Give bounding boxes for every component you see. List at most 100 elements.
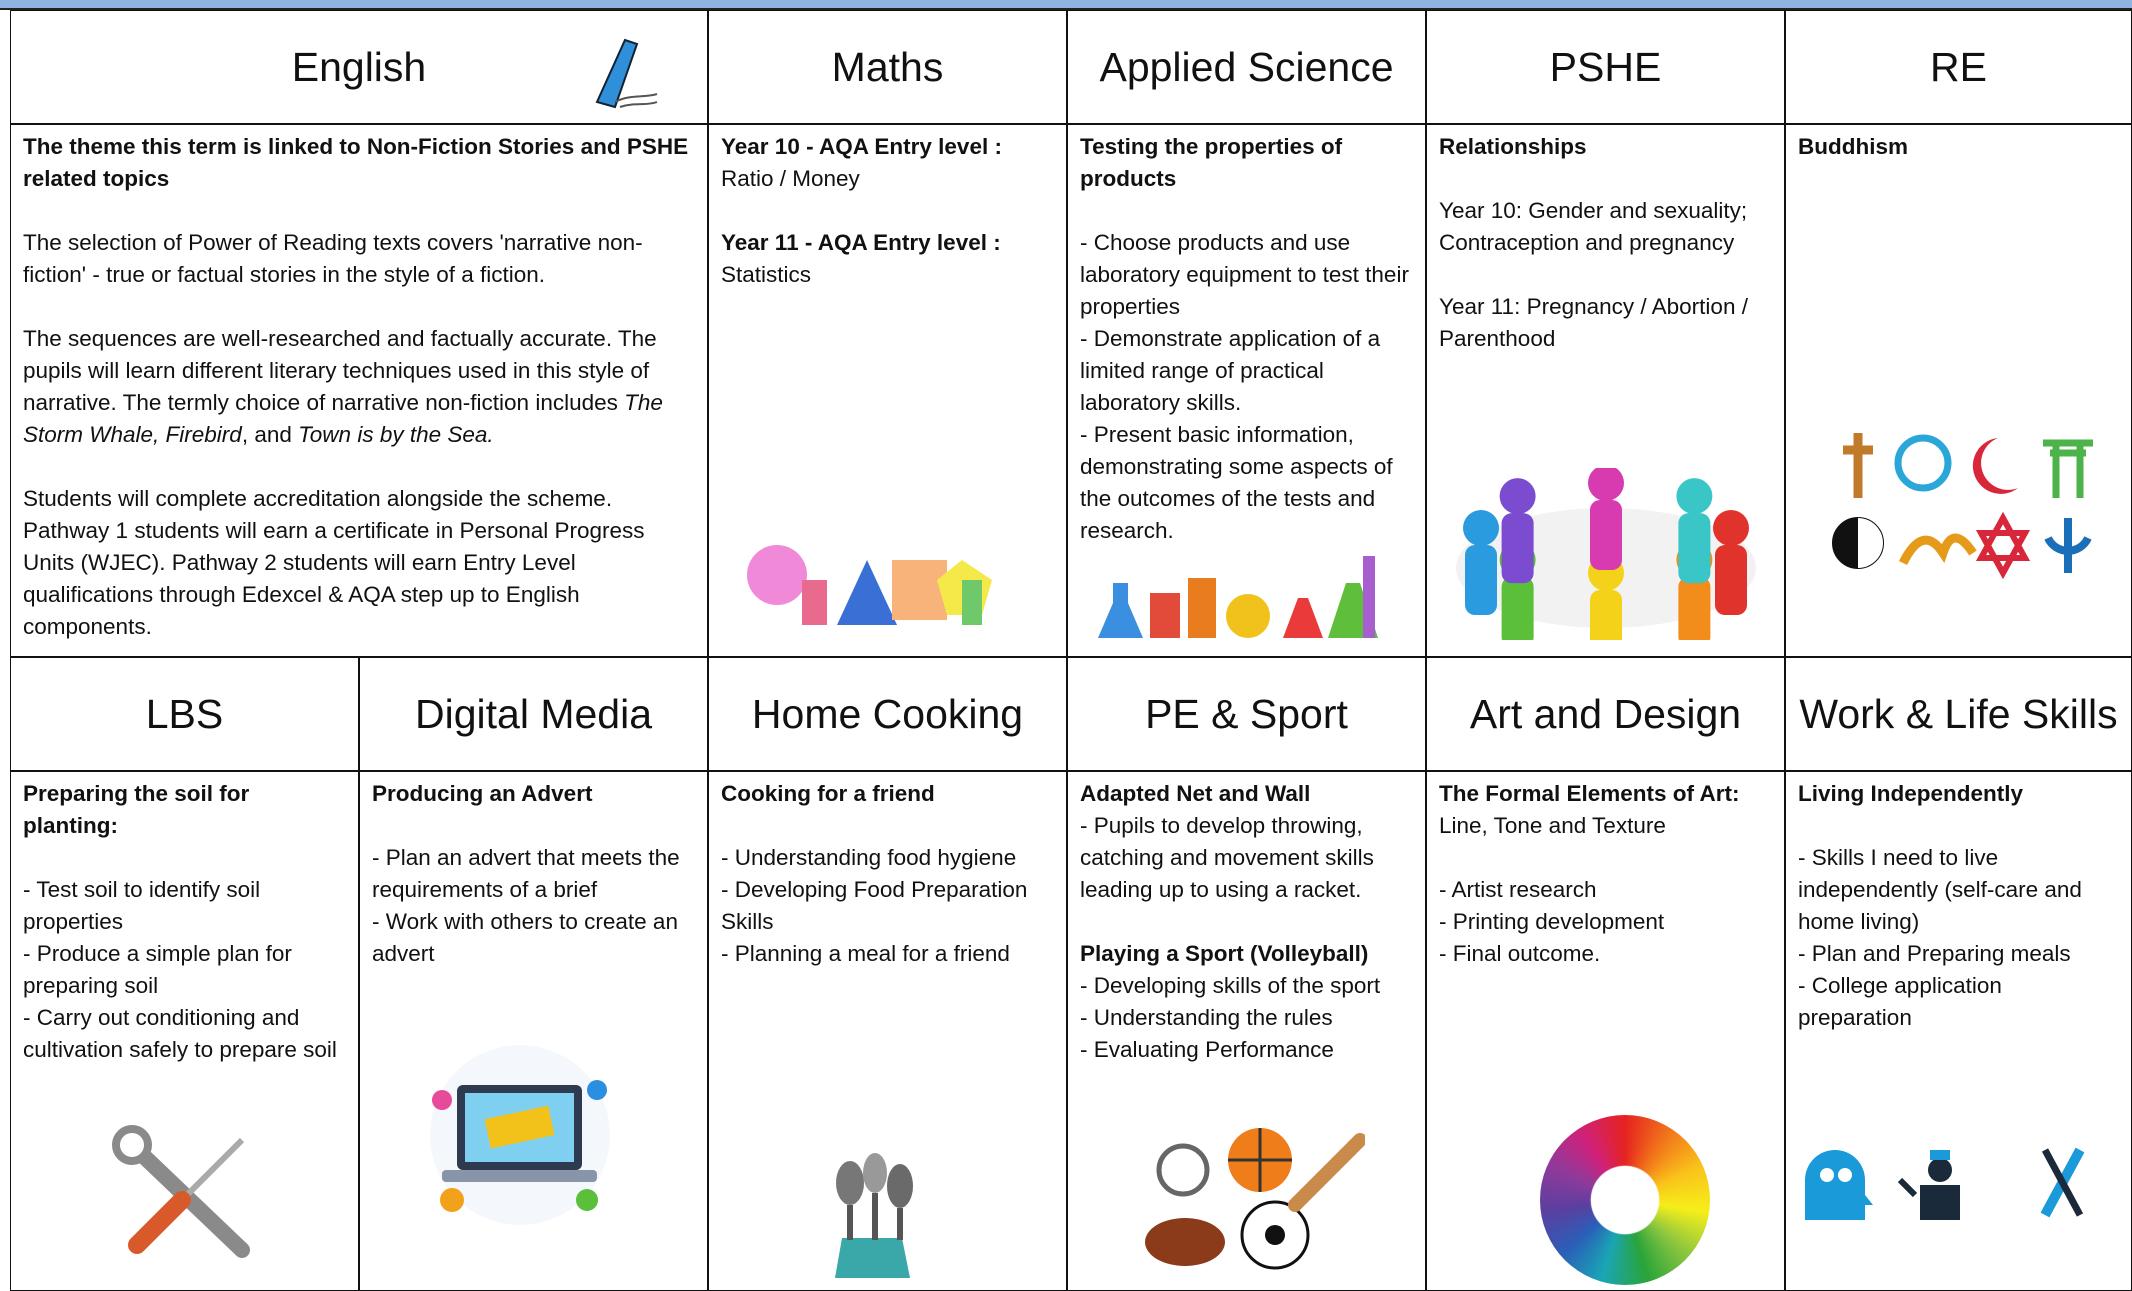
text-line: Living Independently xyxy=(1798,778,2119,810)
text-line: Producing an Advert xyxy=(372,778,695,810)
text-line: Preparing the soil for planting: xyxy=(23,778,346,842)
text-run: - Pupils to develop throwing, catching a… xyxy=(1080,813,1374,902)
top-bar xyxy=(0,0,2132,10)
text-line: The selection of Power of Reading texts … xyxy=(23,227,695,291)
sport-icon xyxy=(1135,1120,1367,1275)
life-skills-icon xyxy=(1795,1140,2095,1225)
paragraph: - Choose products and use laboratory equ… xyxy=(1080,227,1413,547)
pshe-icon xyxy=(1441,465,1771,660)
text-line: Students will complete accreditation alo… xyxy=(23,483,695,643)
text-run: - Choose products and use laboratory equ… xyxy=(1080,230,1409,319)
text-line: Ratio / Money xyxy=(721,163,1054,195)
text-run: - Plan an advert that meets the requirem… xyxy=(372,845,680,902)
paragraph: Playing a Sport (Volleyball) - Developing… xyxy=(1080,938,1413,1066)
paragraph: - Plan an advert that meets the requirem… xyxy=(372,842,695,970)
cooking-icon-svg xyxy=(835,1153,913,1278)
digital-media-icon xyxy=(412,1040,627,1230)
text-run: Line, Tone and Texture xyxy=(1439,813,1666,838)
text-run: - Work with others to create an advert xyxy=(372,909,678,966)
text-line: Year 11 - AQA Entry level : xyxy=(721,227,1054,259)
science-icon-svg xyxy=(1098,556,1378,638)
subject-title: Applied Science xyxy=(1099,43,1394,90)
text-line: - Skills I need to live independently (s… xyxy=(1798,842,2119,938)
text-line: Testing the properties of products xyxy=(1080,131,1413,195)
text-run: Statistics xyxy=(721,262,812,287)
text-run: Ratio / Money xyxy=(721,166,860,191)
text-run: Year 10: Gender and sexuality; Contracep… xyxy=(1439,198,1748,255)
text-line: - College application preparation xyxy=(1798,970,2119,1034)
text-line: - Developing skills of the sport xyxy=(1080,970,1413,1002)
cell-content: Year 10 - AQA Entry level : Ratio / Money… xyxy=(708,124,1067,657)
text-run: The Storm Whale, Firebird xyxy=(23,390,663,447)
paragraph: - Skills I need to live independently (s… xyxy=(1798,842,2119,1034)
text-line: Relationships xyxy=(1439,131,1772,163)
text-line: Year 10: Gender and sexuality; Contracep… xyxy=(1439,195,1772,259)
tools-icon-svg xyxy=(112,1125,250,1258)
text-run: - Final outcome. xyxy=(1439,941,1601,966)
subject-title: Work & Life Skills xyxy=(1799,690,2118,737)
text-line: - Plan an advert that meets the requirem… xyxy=(372,842,695,906)
cell-header: PE & Sport xyxy=(1067,657,1426,771)
maths-icon-svg xyxy=(747,545,992,625)
subject-title: Art and Design xyxy=(1469,690,1742,737)
text-run: Relationships xyxy=(1439,134,1587,159)
text-run: - Present basic information, demonstrati… xyxy=(1080,422,1393,543)
paragraph: Year 10 - AQA Entry level : Ratio / Money xyxy=(721,131,1054,195)
cell-header: Maths xyxy=(708,10,1067,124)
cell-header: English xyxy=(10,10,708,124)
paragraph: The sequences are well-researched and fa… xyxy=(23,323,695,451)
text-run: Preparing the soil for planting: xyxy=(23,781,250,838)
text-run: - Developing Food Preparation Skills xyxy=(721,877,1028,934)
text-run: - Plan and Preparing meals xyxy=(1798,941,2071,966)
paragraph: Cooking for a friend xyxy=(721,778,1054,810)
text-line: Year 10 - AQA Entry level : xyxy=(721,131,1054,163)
text-run: - Planning a meal for a friend xyxy=(721,941,1010,966)
paragraph: Adapted Net and Wall - Pupils to develop … xyxy=(1080,778,1413,906)
text-line: - Choose products and use laboratory equ… xyxy=(1080,227,1413,323)
text-run: - College application preparation xyxy=(1798,973,2002,1030)
paragraph: Year 11 - AQA Entry level : Statistics xyxy=(721,227,1054,291)
text-run: Buddhism xyxy=(1798,134,1908,159)
colour-wheel-icon xyxy=(1540,1115,1710,1285)
text-run: Town is by the Sea. xyxy=(298,422,494,447)
subject-title: PE & Sport xyxy=(1145,690,1348,737)
text-run: - Demonstrate application of a limited r… xyxy=(1080,326,1381,415)
text-run: Living Independently xyxy=(1798,781,2024,806)
cell-header: LBS xyxy=(10,657,359,771)
subject-title: RE xyxy=(1930,43,1987,90)
text-line: - Artist research xyxy=(1439,874,1772,906)
life-skills-icon-svg xyxy=(1805,1147,2085,1220)
cell-header: Home Cooking xyxy=(708,657,1067,771)
cell-header: Work & Life Skills xyxy=(1785,657,2132,771)
pen-icon-svg xyxy=(595,38,658,109)
text-line: Statistics xyxy=(721,259,1054,291)
subject-title: PSHE xyxy=(1549,43,1662,90)
text-line: - Carry out conditioning and cultivation… xyxy=(23,1002,346,1066)
cell-content: Producing an Advert - Plan an advert that… xyxy=(359,771,708,1291)
subject-title: Digital Media xyxy=(415,690,652,737)
text-line: - Demonstrate application of a limited r… xyxy=(1080,323,1413,419)
text-run: - Evaluating Performance xyxy=(1080,1037,1334,1062)
cell-header: PSHE xyxy=(1426,10,1785,124)
cell-header: Art and Design xyxy=(1426,657,1785,771)
paragraph: Buddhism xyxy=(1798,131,2119,163)
text-line: The Formal Elements of Art: Line, Tone a… xyxy=(1439,778,1772,842)
cell-content: Relationships Year 10: Gender and sexuali… xyxy=(1426,124,1785,657)
paragraph: - Artist research - Printing development -… xyxy=(1439,874,1772,970)
text-line: Adapted Net and Wall xyxy=(1080,778,1413,810)
text-line: Year 11: Pregnancy / Abortion / Parentho… xyxy=(1439,291,1772,355)
subject-title: Maths xyxy=(831,43,944,90)
text-line: - Printing development xyxy=(1439,906,1772,938)
text-run: Students will complete accreditation alo… xyxy=(23,486,645,639)
text-run: The selection of Power of Reading texts … xyxy=(23,230,643,287)
paragraph: - Test soil to identify soil properties -… xyxy=(23,874,346,1066)
text-run: Year 10 - AQA Entry level : xyxy=(721,134,1002,159)
digital-media-icon-svg xyxy=(430,1045,610,1225)
text-run: Cooking for a friend xyxy=(721,781,935,806)
text-run: - Understanding food hygiene xyxy=(721,845,1017,870)
text-line: Playing a Sport (Volleyball) xyxy=(1080,938,1413,970)
science-icon xyxy=(1088,548,1388,640)
sport-icon-svg xyxy=(1145,1128,1367,1270)
text-run: - Developing skills of the sport xyxy=(1080,973,1381,998)
text-run: , and xyxy=(241,422,299,447)
